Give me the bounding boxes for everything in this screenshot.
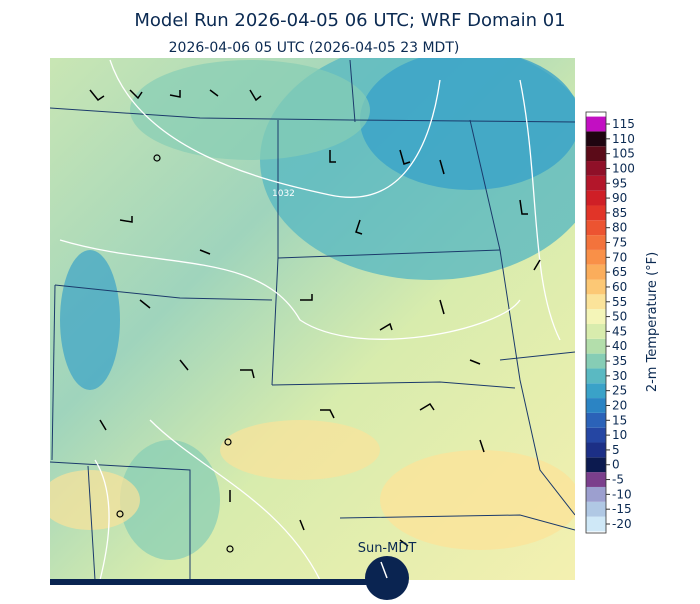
colorbar-swatch [586,383,606,399]
colorbar-tick-label: 75 [612,236,627,250]
subtitle: 2026-04-06 05 UTC (2026-04-05 23 MDT) [169,40,460,56]
colorbar-tick-label: -5 [612,473,624,487]
colorbar-swatch [586,486,606,502]
colorbar-tick-label: 20 [612,398,627,412]
colorbar-tick-label: 40 [612,339,627,353]
colorbar-tick-label: 15 [612,413,627,427]
colorbar-swatch [586,457,606,473]
temperature-field [130,60,370,160]
colorbar-tick-label: 0 [612,458,620,472]
borders [50,59,575,580]
colorbar-swatch [586,190,606,206]
colorbar-swatch [586,161,606,176]
colorbar-swatch [586,264,606,280]
colorbar-tick-label: 60 [612,280,627,294]
timeline-label: Sun-MDT [358,541,417,556]
contour-label: 1032 [272,189,295,199]
colorbar-tick-label: 95 [612,176,627,190]
colorbar-swatch [586,412,606,428]
colorbar-swatch [586,501,606,517]
colorbar-swatch [586,175,606,191]
colorbar-tick-label: 100 [612,161,635,175]
colorbar-swatch [586,131,606,147]
map: 1032 [50,58,575,580]
colorbar-frame [585,111,607,534]
colorbar-swatch [586,235,606,250]
colorbar-swatch [586,279,606,295]
colorbar-tick-label: -15 [612,502,632,516]
colorbar-tick-label: 5 [612,443,620,457]
colorbar-swatch [586,205,606,221]
colorbar-swatch [586,220,606,236]
colorbar: -20-15-10-505101520253035404550556065707… [586,116,635,532]
colorbar-tick-label: 30 [612,369,627,383]
colorbar-swatch [586,146,606,162]
colorbar-tick-label: 65 [612,265,627,279]
colorbar-tick-label: 10 [612,428,627,442]
colorbar-swatch [586,472,606,487]
colorbar-tick-label: 55 [612,295,627,309]
temperature-field [120,440,220,560]
clock-hand [380,561,388,579]
colorbar-swatch [586,338,606,354]
colorbar-tick-label: 35 [612,354,627,368]
colorbar-swatch [586,442,606,458]
colorbar-tick-label: 45 [612,324,627,338]
colorbar-swatch [586,309,606,324]
colorbar-tick-label: 90 [612,191,627,205]
colorbar-tick-label: 25 [612,384,627,398]
colorbar-swatch [586,427,606,443]
colorbar-tick-label: 80 [612,221,627,235]
temperature-field [220,420,380,480]
colorbar-swatch [586,516,606,532]
colorbar-swatch [586,249,606,265]
colorbar-label: 2-m Temperature (°F) [645,252,660,392]
colorbar-swatch [586,324,606,339]
colorbar-swatch [586,368,606,384]
temperature-field [60,250,120,390]
pressure-contours [59,59,561,580]
timeline-bar [50,579,386,585]
colorbar-tick-label: 50 [612,310,627,324]
title: Model Run 2026-04-05 06 UTC; WRF Domain … [134,10,565,31]
colorbar-tick-label: 70 [612,250,627,264]
colorbar-swatch [586,353,606,369]
wind-barbs [89,89,541,547]
colorbar-tick-label: -20 [612,517,632,531]
colorbar-swatch [586,294,606,310]
colorbar-tick-label: 115 [612,117,635,131]
colorbar-tick-label: 85 [612,206,627,220]
colorbar-tick-label: 110 [612,132,635,146]
temperature-field [380,450,575,550]
colorbar-tick-label: -10 [612,487,632,501]
temperature-field [360,58,575,190]
colorbar-tick-label: 105 [612,147,635,161]
colorbar-swatch [586,116,606,132]
colorbar-swatch [586,398,606,413]
calm-markers [116,154,234,553]
